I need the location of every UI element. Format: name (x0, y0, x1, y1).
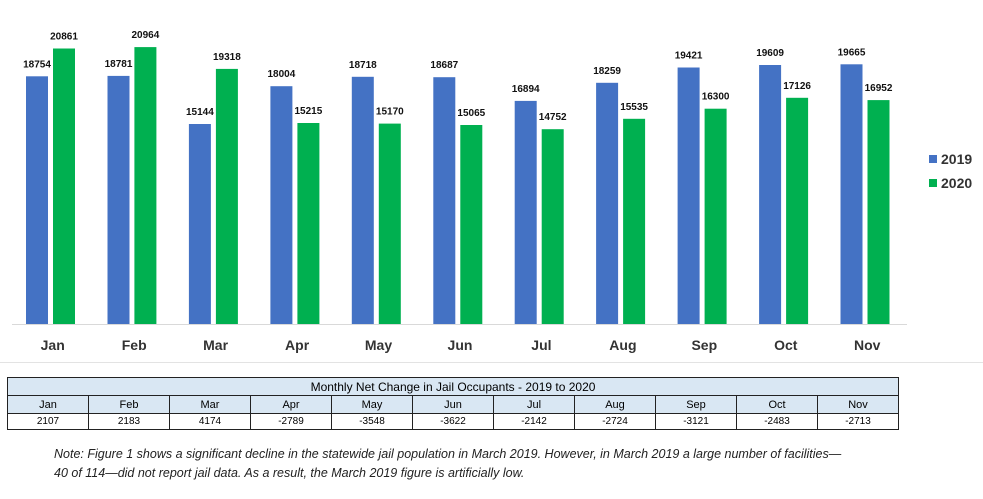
bar-2019-may (351, 76, 374, 324)
bar-2019-jan (26, 76, 48, 324)
data-label-2020-feb: 20964 (131, 30, 159, 41)
data-label-2019-may: 18718 (349, 60, 377, 71)
bar-2019-nov (840, 64, 863, 325)
data-label-2019-jun: 18687 (430, 60, 458, 71)
bar-2020-sep (704, 108, 727, 324)
bar-2020-may (378, 123, 401, 324)
x-tick-nov: Nov (854, 337, 881, 353)
bar-2019-jul (514, 100, 537, 325)
bar-2020-aug (623, 118, 646, 324)
table-value-nov: -2713 (817, 413, 899, 430)
table-header-feb: Feb (88, 395, 170, 414)
table-header-may: May (331, 395, 413, 414)
data-label-2020-sep: 16300 (702, 92, 730, 103)
table-header-mar: Mar (169, 395, 251, 414)
data-label-2019-oct: 19609 (756, 48, 784, 59)
footnote-line-2: 40 of 114—did not report jail data. As a… (54, 466, 525, 480)
data-label-2020-jun: 15065 (457, 108, 485, 119)
table-value-jun: -3622 (412, 413, 494, 430)
bar-2019-mar (188, 124, 211, 324)
data-label-2020-apr: 15215 (294, 106, 322, 117)
table-value-may: -3548 (331, 413, 413, 430)
table-value-sep: -3121 (655, 413, 737, 430)
bar-2019-feb (107, 75, 130, 325)
table-header-jun: Jun (412, 395, 494, 414)
data-label-2019-jul: 16894 (512, 84, 540, 95)
bar-2020-jan (53, 48, 75, 324)
bar-2019-oct (759, 65, 782, 324)
legend-item-2019: 2019 (929, 147, 972, 171)
bar-2020-nov (867, 100, 890, 324)
footnote-line-1: Note: Figure 1 shows a significant decli… (54, 447, 842, 461)
x-tick-sep: Sep (691, 337, 717, 353)
bar-2019-sep (677, 67, 700, 324)
x-tick-mar: Mar (203, 337, 228, 353)
x-tick-aug: Aug (609, 337, 636, 353)
bar-2019-aug (596, 82, 619, 324)
table-value-mar: 4174 (169, 413, 251, 430)
data-label-2020-jul: 14752 (539, 112, 567, 123)
table-value-aug: -2724 (574, 413, 656, 430)
table-header-apr: Apr (250, 395, 332, 414)
data-label-2019-feb: 18781 (105, 59, 133, 70)
data-label-2019-aug: 18259 (593, 66, 621, 77)
legend-item-2020: 2020 (929, 171, 972, 195)
bar-2019-apr (270, 86, 293, 324)
x-tick-feb: Feb (122, 337, 147, 353)
table-value-jul: -2142 (493, 413, 575, 430)
net-change-table: Monthly Net Change in Jail Occupants - 2… (7, 377, 899, 430)
table-title: Monthly Net Change in Jail Occupants - 2… (7, 377, 899, 396)
bar-2020-mar (215, 68, 238, 325)
legend-label-2019: 2019 (941, 151, 973, 167)
bars-group (26, 47, 890, 325)
section-divider (0, 362, 983, 363)
value-labels-group: 18754 20861 18781 20964 15144 19318 18004 15215… (23, 30, 893, 123)
data-label-2020-oct: 17126 (783, 81, 811, 92)
legend-swatch-2019 (929, 155, 937, 163)
table-header-nov: Nov (817, 395, 899, 414)
table-header-sep: Sep (655, 395, 737, 414)
data-label-2020-aug: 15535 (620, 102, 648, 113)
data-label-2020-may: 15170 (376, 107, 404, 118)
bar-2020-feb (134, 47, 157, 324)
table-header-jul: Jul (493, 395, 575, 414)
legend-swatch-2020 (929, 179, 937, 187)
x-tick-jun: Jun (448, 337, 473, 353)
data-label-2019-nov: 19665 (838, 47, 866, 58)
x-tick-may: May (365, 337, 392, 353)
bar-2019-jun (433, 77, 456, 324)
data-label-2019-jan: 18754 (23, 59, 51, 70)
table-header-aug: Aug (574, 395, 656, 414)
legend: 2019 2020 (929, 147, 972, 195)
bar-2020-oct (786, 97, 809, 324)
data-label-2019-apr: 18004 (267, 69, 295, 80)
footnote: Note: Figure 1 shows a significant decli… (54, 445, 934, 483)
x-tick-jan: Jan (41, 337, 65, 353)
data-label-2019-mar: 15144 (186, 107, 214, 118)
x-tick-labels-group: Jan Feb Mar Apr May Jun Jul Aug Sep Oct Nov (41, 337, 881, 353)
data-label-2019-sep: 19421 (675, 51, 703, 62)
table-value-feb: 2183 (88, 413, 170, 430)
bar-2020-jun (460, 125, 483, 324)
x-tick-jul: Jul (531, 337, 551, 353)
table-value-row: 2107 2183 4174 -2789 -3548 -3622 -2142 -2724 -31… (7, 413, 899, 430)
table-header-row: Jan Feb Mar Apr May Jun Jul Aug Sep Oct Nov (7, 395, 899, 414)
x-tick-apr: Apr (285, 337, 310, 353)
table-value-oct: -2483 (736, 413, 818, 430)
x-tick-oct: Oct (774, 337, 798, 353)
bar-2020-apr (297, 123, 320, 324)
table-header-jan: Jan (7, 395, 89, 414)
bar-chart: 18754 20861 18781 20964 15144 19318 18004 15215… (12, 30, 907, 353)
data-label-2020-mar: 19318 (213, 52, 241, 63)
bar-2020-jul (541, 129, 564, 324)
table-header-oct: Oct (736, 395, 818, 414)
data-label-2020-jan: 20861 (50, 32, 78, 43)
table-value-jan: 2107 (7, 413, 89, 430)
data-label-2020-nov: 16952 (865, 83, 893, 94)
legend-label-2020: 2020 (941, 175, 973, 191)
table-value-apr: -2789 (250, 413, 332, 430)
